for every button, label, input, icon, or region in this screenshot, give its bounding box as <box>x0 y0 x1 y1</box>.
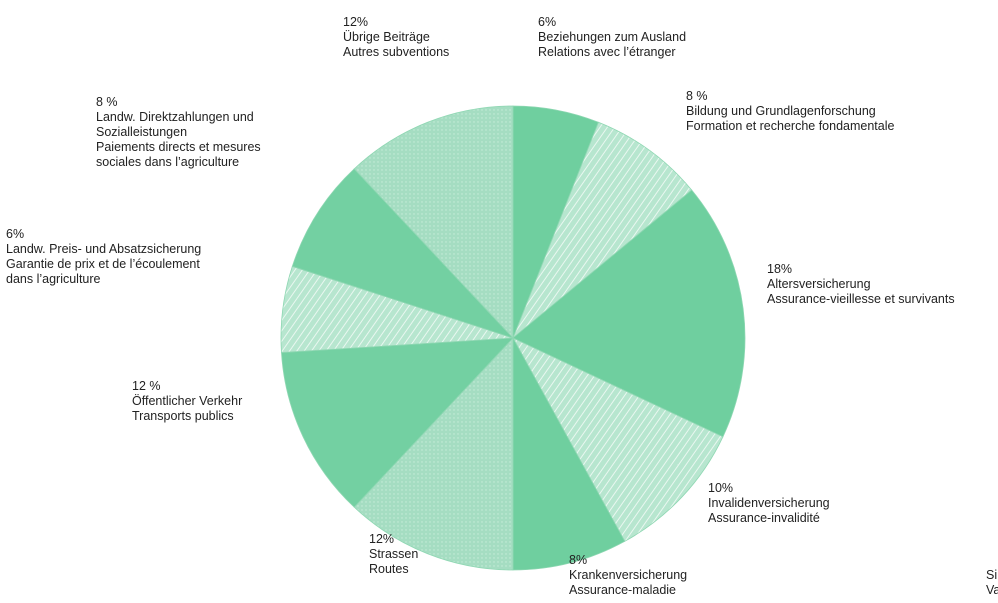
slice-label-maladie: 8% Krankenversicherung Assurance-maladie <box>569 553 687 598</box>
slice-label-relations-etranger: 6% Beziehungen zum Ausland Relations ave… <box>538 15 686 60</box>
slice-label-de: Landw. Direktzahlungen und <box>96 110 254 124</box>
slice-label-de: Strassen <box>369 547 419 561</box>
slice-label-formation: 8 % Bildung und Grundlagenforschung Form… <box>686 89 894 134</box>
slice-label-fr: Garantie de prix et de l’écoulement <box>6 257 200 271</box>
slice-label-de: Bildung und Grundlagenforschung <box>686 104 876 118</box>
slice-percent: 8 % <box>686 89 708 103</box>
slice-percent: 12 % <box>132 379 161 393</box>
slice-label-avs: 18% Altersversicherung Assurance-vieille… <box>767 262 955 307</box>
pie-slice <box>281 337 514 508</box>
slice-label-routes: 12% Strassen Routes <box>369 532 418 577</box>
slice-label-de: Landw. Preis- und Absatzsicherung <box>6 242 202 256</box>
slice-percent: 12% <box>369 532 395 546</box>
slice-label-fr: Formation et recherche fondamentale <box>686 119 895 133</box>
slice-percent: 8 % <box>96 95 118 109</box>
pie-slice <box>512 189 746 438</box>
pie-slice <box>512 121 693 339</box>
slice-label-fr: Paiements directs et mesures <box>96 140 261 154</box>
slice-label-fr: Relations avec l’étranger <box>538 45 676 59</box>
slice-label-fr: Autres subventions <box>343 45 450 59</box>
slice-label-ai: 10% Invalidenversicherung Assurance-inva… <box>708 481 830 526</box>
slice-label-fr: Assurance-maladie <box>569 583 676 597</box>
slice-label-fr-2: dans l’agriculture <box>6 272 101 286</box>
slice-label-autres-subventions: 12% Übrige Beiträge Autres subventions <box>343 15 449 60</box>
slice-label-de: Altersversicherung <box>767 277 871 291</box>
slice-percent: 10% <box>708 481 734 495</box>
slice-label-de: Invalidenversicherung <box>708 496 830 510</box>
slice-label-fr: Transports publics <box>132 409 234 423</box>
slice-label-de: Öffentlicher Verkehr <box>132 394 243 408</box>
slice-percent: 18% <box>767 262 793 276</box>
pie-slice <box>291 168 514 339</box>
cut-off-text-2: Va <box>986 583 998 597</box>
pie-slice <box>512 337 724 542</box>
slice-label-de: Beziehungen zum Ausland <box>538 30 687 44</box>
slice-label-de-2: Sozialleistungen <box>96 125 188 139</box>
slice-label-de: Übrige Beiträge <box>343 30 430 44</box>
slice-label-garantie-prix: 6% Landw. Preis- und Absatzsicherung Gar… <box>6 227 201 287</box>
slice-label-paiements-directs: 8 % Landw. Direktzahlungen und Soziallei… <box>96 95 261 170</box>
pie-slice <box>353 336 514 571</box>
slice-label-fr: Assurance-invalidité <box>708 511 820 525</box>
slice-percent: 8% <box>569 553 588 567</box>
slice-label-de: Krankenversicherung <box>569 568 688 582</box>
pie-slice <box>512 337 626 571</box>
slice-label-fr: Assurance-vieillesse et survivants <box>767 292 955 306</box>
slice-label-fr: Routes <box>369 562 409 576</box>
slice-percent: 6% <box>6 227 25 241</box>
slice-percent: 12% <box>343 15 369 29</box>
pie-slice <box>353 105 514 340</box>
slice-label-transports: 12 % Öffentlicher Verkehr Transports pub… <box>132 379 242 424</box>
slice-label-fr-2: sociales dans l’agriculture <box>96 155 240 169</box>
cut-off-text-1: Si <box>986 568 998 582</box>
cut-off-text: Si Va <box>986 568 998 598</box>
slice-percent: 6% <box>538 15 557 29</box>
